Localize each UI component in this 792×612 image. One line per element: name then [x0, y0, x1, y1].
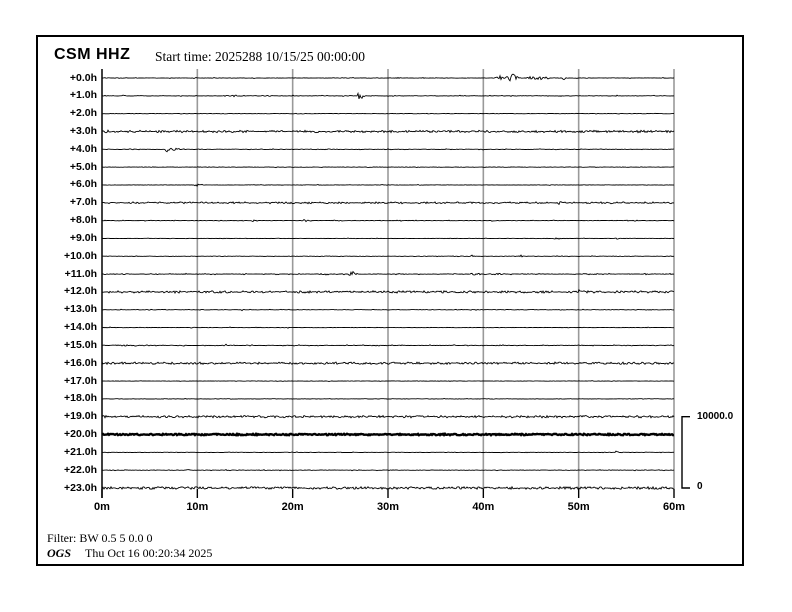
- hour-label-17: +17.0h: [64, 374, 97, 387]
- hour-label-19: +19.0h: [64, 410, 97, 423]
- start-time-label: Start time: 2025288 10/15/25 00:00:00: [155, 49, 365, 64]
- trace-row-16: [101, 361, 675, 366]
- trace-row-15: [101, 343, 675, 347]
- hour-label-6: +6.0h: [69, 178, 97, 191]
- generated-timestamp: Thu Oct 16 00:20:34 2025: [85, 546, 213, 560]
- axes: [101, 69, 675, 498]
- trace-row-21: [101, 450, 675, 454]
- hour-label-14: +14.0h: [64, 321, 97, 334]
- trace-row-19: [101, 414, 675, 419]
- trace-row-1: [101, 91, 675, 100]
- minute-label-30m: 30m: [376, 501, 400, 513]
- vertical-gridlines: [196, 69, 675, 489]
- hour-label-23: +23.0h: [64, 481, 97, 494]
- trace-row-7: [101, 201, 675, 206]
- agency-name: OGS: [47, 546, 72, 560]
- scale-min-label: 0: [697, 481, 703, 492]
- hour-label-8: +8.0h: [69, 214, 97, 227]
- minute-label-40m: 40m: [472, 501, 495, 513]
- hour-label-4: +4.0h: [69, 142, 97, 155]
- seismic-traces: [101, 73, 675, 491]
- minute-label-50m: 50m: [567, 501, 590, 513]
- trace-row-6: [102, 183, 675, 187]
- trace-row-17: [101, 380, 675, 383]
- minute-label-10m: 10m: [186, 501, 209, 513]
- trace-row-18: [101, 398, 675, 400]
- hour-label-1: +1.0h: [69, 89, 97, 102]
- hour-label-20: +20.0h: [64, 428, 97, 441]
- hour-label-22: +22.0h: [64, 463, 97, 476]
- trace-row-11: [102, 270, 675, 276]
- minute-label-0m: 0m: [94, 501, 110, 513]
- hour-label-12: +12.0h: [64, 285, 97, 298]
- hour-label-15: +15.0h: [64, 338, 97, 351]
- station-title: CSM HHZ: [54, 46, 131, 63]
- hour-label-21: +21.0h: [64, 445, 97, 458]
- hour-label-7: +7.0h: [69, 196, 97, 209]
- credit-line: OGS Thu Oct 16 00:20:34 2025: [47, 546, 212, 561]
- trace-row-12: [101, 288, 674, 294]
- minute-label-20m: 20m: [281, 501, 304, 513]
- trace-row-0: [101, 73, 675, 82]
- filter-info: Filter: BW 0.5 5 0.0 0: [47, 531, 153, 545]
- trace-row-23: [101, 485, 675, 491]
- hour-label-9: +9.0h: [69, 231, 97, 244]
- trace-row-8: [102, 219, 675, 223]
- hour-label-5: +5.0h: [69, 160, 97, 173]
- scale-bracket: [681, 415, 690, 489]
- minute-label-60m: 60m: [662, 501, 686, 513]
- amplitude-scale-bracket: [681, 415, 690, 489]
- hour-label-11: +11.0h: [64, 267, 97, 280]
- hour-label-2: +2.0h: [69, 107, 97, 120]
- hour-label-13: +13.0h: [64, 303, 97, 316]
- trace-row-9: [101, 237, 674, 240]
- hour-label-16: +16.0h: [64, 356, 97, 369]
- trace-row-13: [101, 308, 674, 312]
- trace-row-14: [101, 326, 674, 329]
- hour-label-3: +3.0h: [69, 124, 97, 137]
- hour-label-10: +10.0h: [64, 249, 97, 262]
- trace-row-22: [101, 469, 675, 472]
- trace-row-20: [101, 431, 675, 437]
- figure-border: [36, 35, 744, 566]
- trace-row-10: [101, 254, 675, 258]
- trace-row-5: [101, 166, 675, 169]
- hour-label-0: +0.0h: [69, 71, 97, 84]
- trace-row-4: [102, 147, 674, 153]
- hour-label-18: +18.0h: [64, 392, 97, 405]
- trace-row-3: [101, 129, 675, 134]
- trace-row-2: [102, 112, 675, 115]
- scale-max-label: 10000.0: [697, 411, 734, 422]
